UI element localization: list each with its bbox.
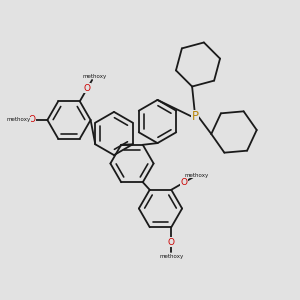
Text: methoxy: methoxy	[184, 173, 208, 178]
Text: O: O	[84, 84, 91, 93]
Text: methoxy: methoxy	[159, 254, 183, 259]
Text: O: O	[181, 178, 188, 187]
Text: methoxy: methoxy	[82, 74, 106, 79]
Text: methoxy: methoxy	[6, 118, 30, 122]
Text: P: P	[191, 110, 199, 124]
Text: O: O	[29, 116, 36, 124]
Text: O: O	[168, 238, 175, 247]
